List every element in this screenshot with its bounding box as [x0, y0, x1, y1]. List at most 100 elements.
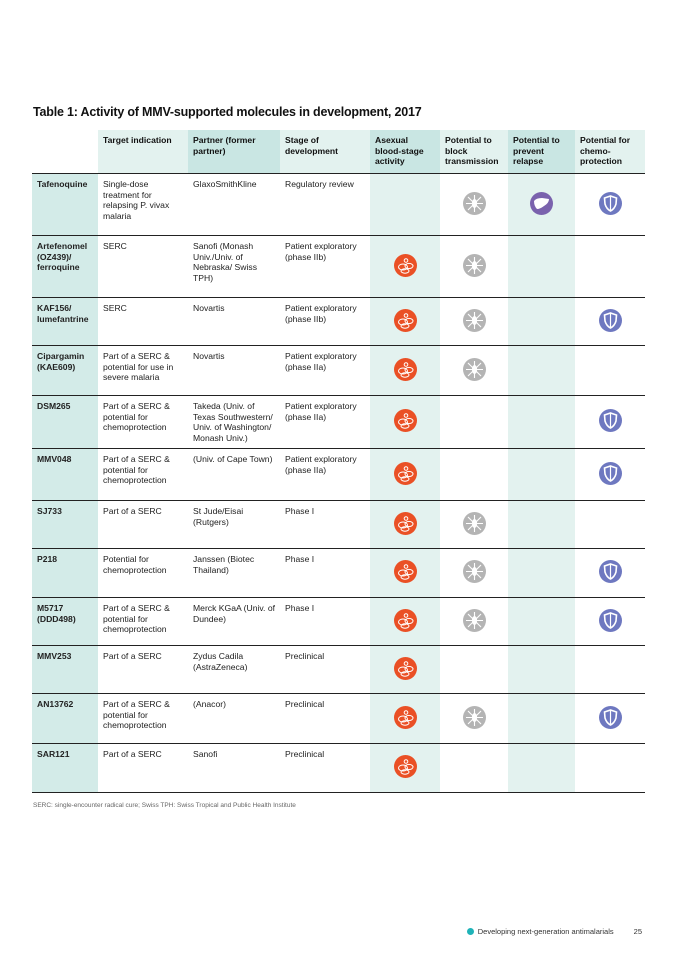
- table-row: Artefenomel (OZ439)/ ferroquine SERC Sanof…: [32, 235, 645, 298]
- target-indication: Part of a SERC: [103, 749, 162, 759]
- partner: Zydus Cadila (AstraZeneca): [193, 651, 248, 672]
- table-row: AN13762 Part of a SERC & potential for ch…: [32, 693, 645, 744]
- target-indication: SERC: [103, 241, 127, 251]
- partner: GlaxoSmithKline: [193, 179, 257, 189]
- cell-asexual: [370, 395, 440, 449]
- shield-icon: [598, 461, 622, 485]
- molecule-name: M5717 (DDD498): [32, 597, 98, 646]
- table-row: Cipargamin (KAE609) Part of a SERC & pote…: [32, 345, 645, 396]
- partner: Sanofi: [193, 749, 218, 759]
- header-transmission: Potential to block transmission: [440, 130, 508, 174]
- header-relapse: Potential to prevent relapse: [508, 130, 575, 174]
- header-molecule: [32, 130, 98, 174]
- shield-icon: [598, 705, 622, 729]
- stage-of-development: Patient exploratory (phase IIb): [285, 241, 357, 262]
- cell-asexual: [370, 548, 440, 598]
- stage-of-development: Phase I: [285, 603, 315, 613]
- table-row: SAR121 Part of a SERC Sanofi Preclinical: [32, 743, 645, 793]
- cell-chemo: [575, 501, 645, 549]
- cell-chemo: [575, 646, 645, 694]
- cell-asexual: [370, 235, 440, 298]
- header-target: Target indication: [98, 130, 188, 174]
- red-blood-cell-icon: [393, 357, 417, 381]
- target-indication: Single-dose treatment for relapsing P. v…: [103, 179, 170, 221]
- partner: (Anacor): [193, 699, 226, 709]
- red-blood-cell-icon: [393, 511, 417, 535]
- partner: Novartis: [193, 351, 225, 361]
- red-blood-cell-icon: [393, 755, 417, 779]
- cell-relapse: [508, 693, 575, 744]
- target-indication: Potential for chemoprotection: [103, 554, 167, 575]
- cell-asexual: [370, 345, 440, 396]
- mosquito-icon: [462, 608, 486, 632]
- red-blood-cell-icon: [393, 656, 417, 680]
- molecule-name: DSM265: [32, 395, 98, 449]
- cell-transmission: [440, 298, 508, 346]
- cell-transmission: [440, 744, 508, 793]
- molecule-name: AN13762: [32, 693, 98, 744]
- page-footer: Developing next-generation antimalarials…: [466, 927, 642, 936]
- mosquito-icon: [462, 511, 486, 535]
- table-row: Tafenoquine Single-dose treatment for rel…: [32, 173, 645, 236]
- table-row: DSM265 Part of a SERC & potential for che…: [32, 395, 645, 449]
- cell-transmission: [440, 346, 508, 396]
- cell-relapse: [508, 235, 575, 298]
- mosquito-icon: [462, 191, 486, 215]
- cell-asexual: [370, 173, 440, 236]
- cell-transmission: [440, 598, 508, 646]
- mosquito-icon: [462, 705, 486, 729]
- target-indication: SERC: [103, 303, 127, 313]
- partner: St Jude/Eisai (Rutgers): [193, 506, 244, 527]
- red-blood-cell-icon: [393, 461, 417, 485]
- cell-chemo: [575, 744, 645, 793]
- red-blood-cell-icon: [393, 608, 417, 632]
- cell-transmission: [440, 549, 508, 598]
- cell-chemo: [575, 174, 645, 236]
- table-row: M5717 (DDD498) Part of a SERC & potential…: [32, 597, 645, 646]
- cell-relapse: [508, 597, 575, 646]
- cell-relapse: [508, 448, 575, 501]
- table-title: Table 1: Activity of MMV-supported molec…: [33, 105, 422, 119]
- stage-of-development: Patient exploratory (phase IIa): [285, 351, 357, 372]
- target-indication: Part of a SERC & potential for chemoprot…: [103, 699, 170, 730]
- cell-chemo: [575, 549, 645, 598]
- table-row: MMV048 Part of a SERC & potential for che…: [32, 448, 645, 501]
- cell-chemo: [575, 449, 645, 501]
- cell-chemo: [575, 298, 645, 346]
- cell-asexual: [370, 597, 440, 646]
- section-marker-icon: [466, 928, 474, 935]
- cell-transmission: [440, 501, 508, 549]
- cell-asexual: [370, 297, 440, 346]
- molecule-name: Cipargamin (KAE609): [32, 345, 98, 396]
- red-blood-cell-icon: [393, 409, 417, 433]
- shield-icon: [598, 308, 622, 332]
- stage-of-development: Patient exploratory (phase IIa): [285, 454, 357, 475]
- header-chemoprotection: Potential for chemo-protection: [575, 130, 645, 174]
- shield-icon: [598, 191, 622, 215]
- target-indication: Part of a SERC: [103, 651, 162, 661]
- cell-transmission: [440, 396, 508, 449]
- target-indication: Part of a SERC: [103, 506, 162, 516]
- cell-relapse: [508, 548, 575, 598]
- footnote: SERC: single-encounter radical cure; Swi…: [33, 802, 296, 809]
- section-title: Developing next-generation antimalarials: [477, 927, 614, 936]
- cell-chemo: [575, 236, 645, 298]
- cell-transmission: [440, 236, 508, 298]
- shield-icon: [598, 560, 622, 584]
- cell-transmission: [440, 174, 508, 236]
- header-row: Target indication Partner (former partne…: [32, 130, 645, 174]
- molecule-name: Artefenomel (OZ439)/ ferroquine: [32, 235, 98, 298]
- cell-relapse: [508, 645, 575, 694]
- red-blood-cell-icon: [393, 705, 417, 729]
- molecule-name: KAF156/ lumefantrine: [32, 297, 98, 346]
- table-row: KAF156/ lumefantrine SERC Novartis Patient …: [32, 297, 645, 346]
- cell-chemo: [575, 694, 645, 744]
- molecule-name: Tafenoquine: [32, 173, 98, 236]
- target-indication: Part of a SERC & potential for chemoprot…: [103, 603, 170, 634]
- stage-of-development: Patient exploratory (phase IIb): [285, 303, 357, 324]
- cell-chemo: [575, 346, 645, 396]
- red-blood-cell-icon: [393, 308, 417, 332]
- stage-of-development: Phase I: [285, 506, 315, 516]
- cell-transmission: [440, 646, 508, 694]
- table-row: MMV253 Part of a SERC Zydus Cadila (AstraZ…: [32, 645, 645, 694]
